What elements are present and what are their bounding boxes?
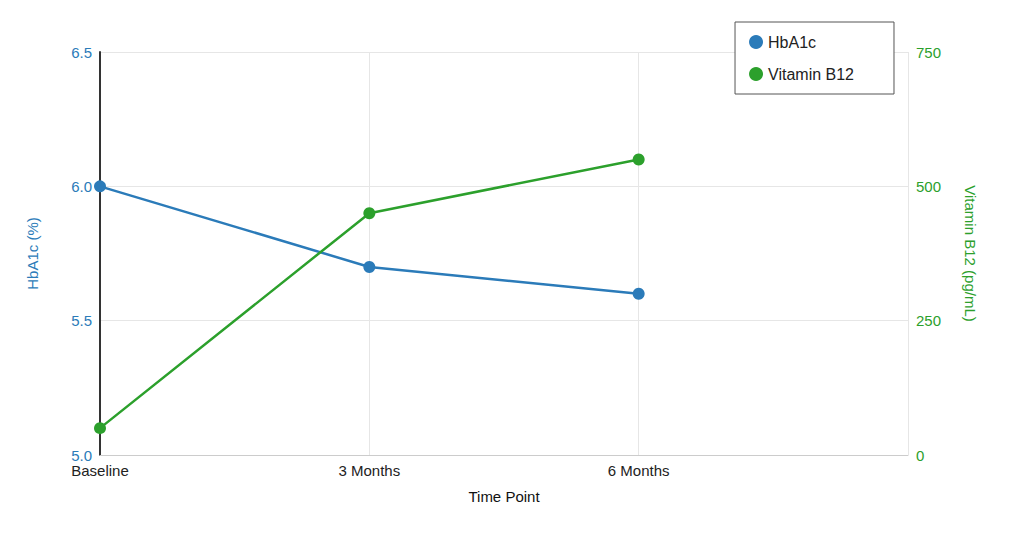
svg-text:5.0: 5.0 (71, 447, 92, 464)
svg-text:HbA1c: HbA1c (768, 34, 816, 51)
svg-text:6.5: 6.5 (71, 44, 92, 61)
svg-text:3 Months: 3 Months (338, 462, 400, 479)
svg-text:5.5: 5.5 (71, 312, 92, 329)
svg-text:0: 0 (916, 447, 924, 464)
svg-text:Vitamin B12 (pg/mL): Vitamin B12 (pg/mL) (962, 185, 979, 321)
svg-text:750: 750 (916, 44, 941, 61)
svg-text:6 Months: 6 Months (608, 462, 670, 479)
svg-text:HbA1c (%): HbA1c (%) (24, 217, 41, 290)
svg-text:Baseline: Baseline (71, 462, 129, 479)
svg-text:500: 500 (916, 178, 941, 195)
svg-text:Time Point: Time Point (468, 488, 540, 505)
svg-text:250: 250 (916, 312, 941, 329)
svg-text:6.0: 6.0 (71, 178, 92, 195)
svg-text:Vitamin B12: Vitamin B12 (768, 66, 854, 83)
